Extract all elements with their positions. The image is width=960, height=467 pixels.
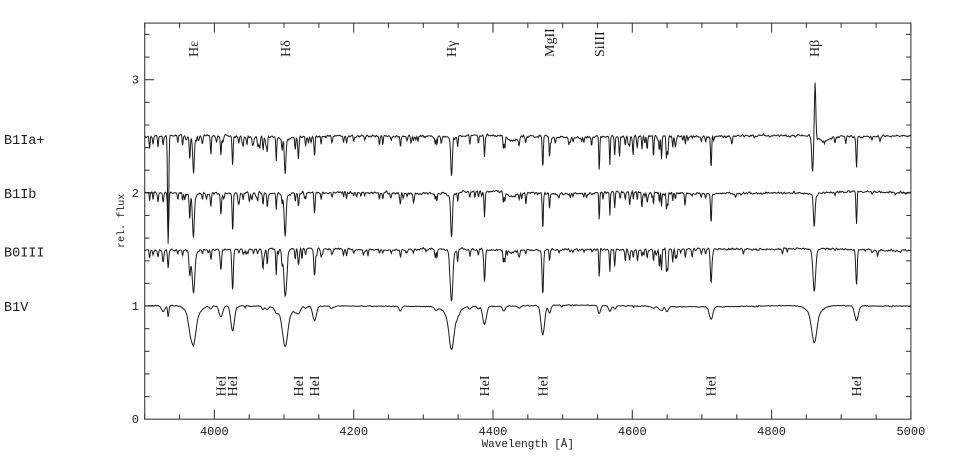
svg-text:HeI: HeI <box>226 375 241 396</box>
svg-text:0: 0 <box>132 413 139 427</box>
svg-text:Hε: Hε <box>187 41 202 57</box>
svg-text:4600: 4600 <box>618 425 647 439</box>
svg-text:HeI: HeI <box>536 375 551 396</box>
svg-text:4400: 4400 <box>479 425 508 439</box>
svg-text:Wavelength [Å]: Wavelength [Å] <box>482 438 574 451</box>
svg-text:MgII: MgII <box>543 28 558 57</box>
svg-text:Hγ: Hγ <box>445 41 460 57</box>
svg-text:HeI: HeI <box>292 375 307 396</box>
svg-text:4200: 4200 <box>339 425 368 439</box>
svg-text:HeI: HeI <box>705 375 720 396</box>
svg-text:3: 3 <box>132 74 139 88</box>
svg-text:SiIII: SiIII <box>593 31 608 57</box>
svg-text:rel. flux: rel. flux <box>116 194 128 248</box>
svg-text:B0III: B0III <box>4 246 45 261</box>
svg-text:4000: 4000 <box>200 425 229 439</box>
svg-text:B1Ia+: B1Ia+ <box>4 134 45 149</box>
svg-text:HeI: HeI <box>214 375 229 396</box>
svg-text:HeI: HeI <box>478 375 493 396</box>
svg-text:1: 1 <box>132 300 139 314</box>
svg-text:B1Ib: B1Ib <box>4 188 36 203</box>
svg-text:HeI: HeI <box>308 375 323 396</box>
svg-text:5000: 5000 <box>896 425 925 439</box>
svg-text:Hβ: Hβ <box>808 40 823 57</box>
svg-text:2: 2 <box>132 187 139 201</box>
svg-text:B1V: B1V <box>4 301 29 316</box>
svg-text:Hδ: Hδ <box>279 40 294 57</box>
svg-text:4800: 4800 <box>757 425 786 439</box>
svg-text:HeI: HeI <box>850 375 865 396</box>
